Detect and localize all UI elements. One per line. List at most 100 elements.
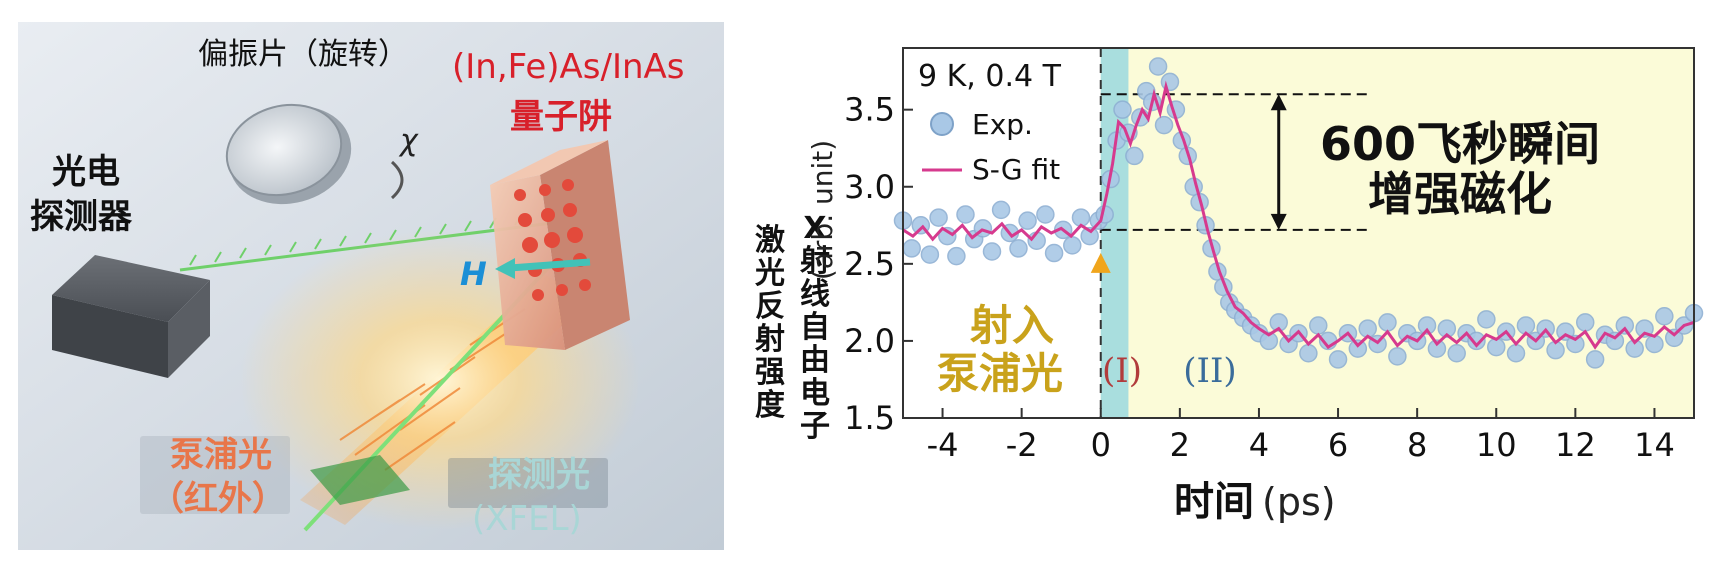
x-tick-label: -4 [927,426,959,464]
detector-label-line1: 光电 [52,152,120,192]
y-tick-label: 1.5 [844,399,895,437]
arrow-head-up [1270,94,1287,111]
probe-wave-green [310,455,410,505]
y-tick-label: 2.0 [844,322,895,360]
pump-label-line2: （红外） [150,479,286,519]
legend-exp-label: Exp. [972,108,1033,141]
sample-quantum-well [490,140,630,350]
x-tick-label: 14 [1634,426,1675,464]
data-point [1018,211,1037,230]
data-point [1299,344,1318,363]
plot-frame [902,47,1695,419]
legend-exp-marker [930,112,954,136]
data-point [1148,57,1168,76]
data-point [1437,319,1457,338]
x-tick-label: -2 [1006,426,1038,464]
x-axis-label: 时间 [1174,479,1254,525]
data-point [1080,226,1099,246]
data-point [1447,344,1466,363]
arrow-head-down [1270,213,1287,230]
data-point [1378,313,1397,332]
data-point [1160,72,1180,92]
data-point [938,226,957,246]
data-point [1348,339,1368,358]
legend-fit-label: S-G fit [972,153,1060,186]
data-point [1358,319,1377,338]
data-point [1575,313,1595,332]
region-I-label: (I) [1102,351,1142,391]
x-axis: -4 -2 0 2 4 6 8 10 12 14 [927,408,1675,464]
probe-label-line2: (XFEL) [472,499,582,539]
probe-label-backdrop [448,458,608,508]
y-axis-label-b: 激光反射强度 [755,223,785,423]
rotation-arrow-icon [390,160,404,200]
data-point [1388,347,1407,366]
data-point [1566,334,1585,354]
data-point [1477,310,1496,329]
illustration-panel: 偏振片（旋转） χ (In,Fe)As/InAs 量子阱 光电 探测器 H 泵浦… [18,22,724,550]
data-point [1417,316,1437,335]
sample-label-line1: (In,Fe)As/InAs [452,47,685,87]
x-tick-label: 10 [1476,426,1517,464]
data-point [1154,115,1174,135]
data-point [1036,205,1055,224]
y-tick-label: 2.5 [844,245,895,283]
data-point [982,242,1002,261]
chi-label: χ [398,123,419,158]
polarizer-label: 偏振片（旋转） [198,37,408,72]
data-point [991,200,1011,220]
data-point [1009,239,1028,258]
photodetector [52,255,210,378]
data-point [902,239,921,258]
y-axis: 1.5 2.0 2.5 3.0 3.5 [844,91,913,437]
x-tick-label: 12 [1555,426,1596,464]
data-point [1655,307,1674,326]
field-label: H [460,255,487,293]
data-point [1427,339,1447,358]
pump-label-backdrop [140,436,290,514]
x-tick-label: 0 [1091,426,1111,464]
y-tick-label: 3.0 [844,168,895,206]
data-point [947,246,966,266]
x-axis-unit: (ps) [1262,480,1336,524]
data-point [1487,337,1506,357]
x-tick-label: 4 [1249,426,1269,464]
data-point [1645,334,1664,354]
annotation-pump-line2: 泵浦光 [937,349,1063,398]
annotation-main-line1: 600飞秒瞬间 [1320,117,1600,171]
y-axis-unit: (arb. unit) [806,140,839,280]
x-tick-label: 6 [1328,426,1348,464]
data-point [1585,350,1605,369]
annotation-pump-line1: 射入 [970,301,1054,350]
annotation-main-line2: 增强磁化 [1368,167,1552,221]
data-point [920,245,940,264]
y-axis-label-a: X 射线自由电子 [800,211,830,444]
data-point [1259,331,1279,351]
sg-fit-line [902,80,1695,350]
data-point [1309,316,1328,335]
probe-label-line1: 探测光 [488,455,590,495]
y-axis-label-text: 激光反射强度 [755,223,785,423]
data-point [1328,350,1348,369]
detector-label-line2: 探测器 [30,197,133,237]
y-tick-label: 3.5 [844,91,895,129]
magnetic-field-arrow-icon [495,258,591,279]
data-point [1125,146,1144,166]
x-tick-label: 2 [1170,426,1190,464]
condition-label: 9 K, 0.4 T [918,59,1062,94]
data-point [1063,236,1082,255]
data-point [1635,319,1654,338]
enhancement-arrow-icon [1270,94,1287,230]
data-point [1664,328,1684,348]
x-tick-label: 8 [1407,426,1427,464]
data-point [929,208,948,227]
pump-arrow-icon [1090,252,1111,273]
sample-label-line2: 量子阱 [510,97,612,137]
data-point [956,205,975,224]
y-axis-label-text: X 射线自由电子 [800,211,830,444]
exp-points [893,57,1704,369]
data-point [1467,331,1486,351]
data-point [1615,316,1635,335]
data-point [1044,243,1064,263]
